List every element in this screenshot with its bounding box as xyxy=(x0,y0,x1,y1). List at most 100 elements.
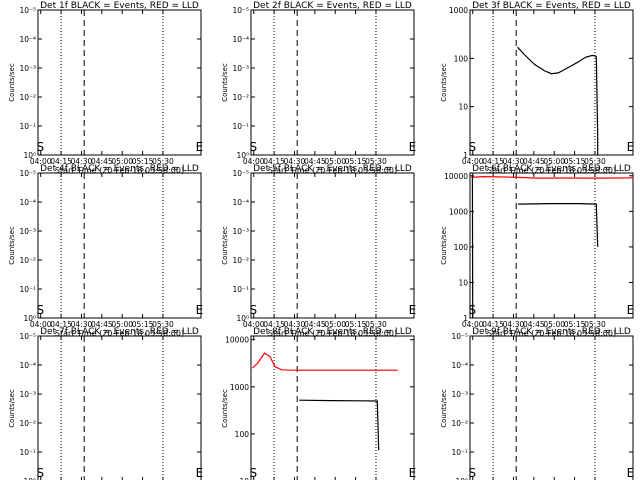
end-marker: E xyxy=(196,466,204,480)
x-tick-label: 04:45 xyxy=(91,157,113,166)
y-tick-label: 1000 xyxy=(449,207,468,216)
x-tick-label: 05:15 xyxy=(345,320,367,329)
x-tick-label: 04:30 xyxy=(503,320,525,329)
x-tick-label: 05:30 xyxy=(365,157,387,166)
chart-panel-4: Det 4f BLACK = Events, RED = LLD04:0004:… xyxy=(8,164,203,338)
x-tick-label: 05:30 xyxy=(152,320,174,329)
y-tick-label: 10⁻² xyxy=(232,256,249,265)
chart-panel-7: Det 7f BLACK = Events, RED = LLD04:0004:… xyxy=(8,327,203,480)
x-tick-label: 04:15 xyxy=(263,157,285,166)
y-tick-label: 100 xyxy=(454,54,469,63)
y-axis-label: Counts/sec xyxy=(8,389,16,428)
x-tick-label: 04:30 xyxy=(503,157,525,166)
x-tick-label: 04:00 xyxy=(462,157,484,166)
start-marker: S xyxy=(37,466,45,480)
x-tick-label: 05:00 xyxy=(543,157,565,166)
x-tick-label: 04:00 xyxy=(243,320,265,329)
y-tick-label: 10 xyxy=(239,477,249,480)
y-tick-label: 1000 xyxy=(230,383,249,392)
y-tick-label: 10⁰ xyxy=(236,151,249,160)
chart-panel-6: Det 6f BLACK = Events, RED = LLD04:0004:… xyxy=(440,164,634,338)
y-tick-label: 10⁻¹ xyxy=(232,285,249,294)
y-tick-label: 10⁻⁴ xyxy=(232,198,249,207)
y-tick-label: 10⁻³ xyxy=(232,64,249,73)
plot-frame xyxy=(250,9,415,156)
y-tick-label: 10⁰ xyxy=(236,314,249,323)
x-tick-label: 05:30 xyxy=(584,157,606,166)
plot-frame xyxy=(37,9,202,156)
x-tick-label: 05:30 xyxy=(152,157,174,166)
x-tick-label: 05:15 xyxy=(132,320,154,329)
start-marker: S xyxy=(250,140,258,154)
x-tick-label: 05:15 xyxy=(132,157,154,166)
end-marker: E xyxy=(627,466,635,480)
x-tick-label: 05:15 xyxy=(564,157,586,166)
start-marker: S xyxy=(37,303,45,317)
y-tick-label: 10⁻² xyxy=(451,419,468,428)
x-tick-label: 04:45 xyxy=(523,320,545,329)
plot-frame xyxy=(469,335,634,480)
y-tick-label: 10⁻² xyxy=(19,419,36,428)
y-tick-label: 10 xyxy=(458,103,468,112)
plot-frame xyxy=(37,172,202,319)
x-tick-label: 04:00 xyxy=(30,320,52,329)
x-axis-label: Start Time (20-Feb-18 03:58:00) xyxy=(268,329,397,338)
x-tick-label: 04:30 xyxy=(284,320,306,329)
start-marker: S xyxy=(469,303,477,317)
end-marker: E xyxy=(627,140,635,154)
y-tick-label: 10⁻⁵ xyxy=(19,169,36,178)
y-tick-label: 10⁻³ xyxy=(232,227,249,236)
chart-panel-2: Det 2f BLACK = Events, RED = LLD04:0004:… xyxy=(221,1,416,175)
y-tick-label: 100 xyxy=(454,243,469,252)
start-marker: S xyxy=(250,303,258,317)
y-tick-label: 10⁻³ xyxy=(19,227,36,236)
y-tick-label: 10⁻⁴ xyxy=(451,361,468,370)
x-tick-label: 05:15 xyxy=(345,157,367,166)
end-marker: E xyxy=(409,140,417,154)
y-tick-label: 10⁻² xyxy=(19,256,36,265)
start-marker: S xyxy=(469,466,477,480)
chart-panel-5: Det 5f BLACK = Events, RED = LLD04:0004:… xyxy=(221,164,416,338)
x-axis-label: Start Time (20-Feb-18 03:58:00) xyxy=(268,166,397,175)
y-tick-label: 10⁻³ xyxy=(19,390,36,399)
events-series-line xyxy=(299,399,380,451)
chart-title: Det 6f BLACK = Events, RED = LLD xyxy=(472,164,631,174)
y-tick-label: 10000 xyxy=(225,336,249,345)
end-marker: E xyxy=(196,303,204,317)
end-marker: E xyxy=(627,303,635,317)
x-axis-label: Start Time (20-Feb-18 03:58:00) xyxy=(487,166,616,175)
x-tick-label: 05:30 xyxy=(584,320,606,329)
chart-panel-3: Det 3f BLACK = Events, RED = LLD04:0004:… xyxy=(440,1,634,175)
x-tick-label: 04:45 xyxy=(91,320,113,329)
plot-frame xyxy=(469,172,634,319)
chart-title: Det 8f BLACK = Events, RED = LLD xyxy=(253,327,412,337)
y-tick-label: 10⁻⁴ xyxy=(19,361,36,370)
start-marker: S xyxy=(250,466,258,480)
chart-panel-1: Det 1f BLACK = Events, RED = LLD04:0004:… xyxy=(8,1,203,175)
y-tick-label: 10⁰ xyxy=(23,477,36,480)
lld-series-line xyxy=(471,175,634,179)
x-tick-label: 04:15 xyxy=(482,320,504,329)
x-tick-label: 04:15 xyxy=(482,157,504,166)
y-tick-label: 10⁻⁵ xyxy=(451,332,468,341)
x-tick-label: 04:00 xyxy=(243,157,265,166)
x-tick-label: 04:15 xyxy=(50,157,72,166)
plot-frame xyxy=(37,335,202,480)
chart-title: Det 5f BLACK = Events, RED = LLD xyxy=(253,164,412,174)
x-tick-label: 04:45 xyxy=(304,320,326,329)
y-tick-label: 10⁻⁵ xyxy=(232,169,249,178)
x-tick-label: 05:00 xyxy=(543,320,565,329)
plot-frame xyxy=(250,335,415,480)
x-tick-label: 04:15 xyxy=(50,320,72,329)
x-tick-label: 04:00 xyxy=(462,320,484,329)
chart-title: Det 3f BLACK = Events, RED = LLD xyxy=(472,1,631,11)
chart-title: Det 7f BLACK = Events, RED = LLD xyxy=(40,327,199,337)
y-tick-label: 10⁰ xyxy=(23,151,36,160)
x-tick-label: 04:45 xyxy=(523,157,545,166)
y-tick-label: 10⁻¹ xyxy=(19,122,36,131)
x-tick-label: 04:15 xyxy=(263,320,285,329)
y-tick-label: 10⁻² xyxy=(232,93,249,102)
y-tick-label: 100 xyxy=(235,430,250,439)
y-tick-label: 10⁻³ xyxy=(19,64,36,73)
y-tick-label: 10⁻¹ xyxy=(19,448,36,457)
